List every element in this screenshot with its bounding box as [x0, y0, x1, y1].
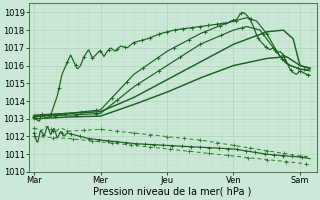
X-axis label: Pression niveau de la mer( hPa ): Pression niveau de la mer( hPa ): [93, 187, 252, 197]
